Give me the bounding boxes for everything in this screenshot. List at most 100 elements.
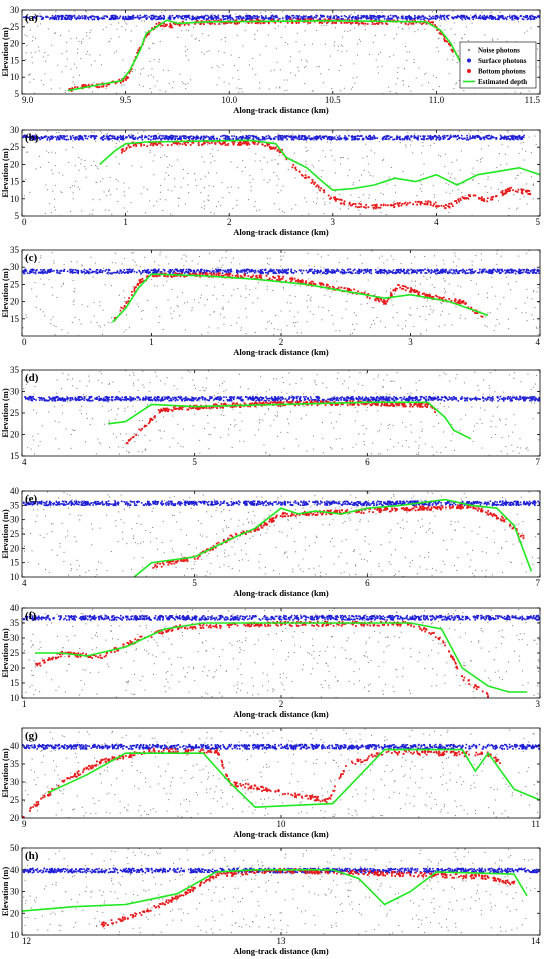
noise-photon (439, 155, 441, 157)
noise-photon (451, 324, 453, 326)
bottom-photon (422, 22, 425, 24)
surface-photon (362, 16, 365, 19)
bottom-photon (125, 148, 128, 151)
surface-photon (338, 16, 340, 19)
noise-photon (286, 302, 288, 304)
bottom-photon (135, 145, 138, 147)
bottom-photon (231, 141, 234, 143)
surface-photon (529, 270, 532, 272)
bottom-photon (296, 18, 299, 21)
bottom-photon (384, 204, 387, 207)
surface-photon (503, 135, 506, 138)
bottom-photon (165, 24, 167, 27)
bottom-photon (423, 20, 426, 22)
legend-swatch-noise (467, 48, 471, 52)
surface-photon (460, 269, 462, 272)
noise-photon (532, 318, 534, 320)
surface-photon (493, 17, 495, 20)
surface-photon (70, 136, 72, 138)
noise-photon (364, 29, 366, 31)
noise-photon (274, 136, 276, 138)
surface-photon (159, 134, 161, 137)
bottom-photon (385, 22, 387, 25)
surface-photon (440, 16, 443, 18)
surface-photon (462, 270, 465, 273)
noise-photon (443, 288, 445, 290)
surface-photon (329, 17, 331, 19)
noise-photon (106, 84, 108, 86)
surface-photon (109, 134, 111, 137)
noise-photon (163, 154, 165, 156)
noise-photon (321, 25, 323, 27)
noise-photon (55, 11, 57, 13)
surface-photon (382, 137, 384, 140)
noise-photon (520, 188, 522, 190)
surface-photon (516, 136, 519, 139)
bottom-photon (279, 21, 282, 24)
noise-photon (141, 310, 143, 312)
noise-photon (45, 60, 47, 62)
noise-photon (230, 54, 232, 56)
noise-photon (282, 11, 284, 13)
surface-photon (374, 18, 376, 20)
surface-photon (103, 15, 106, 17)
noise-photon (203, 161, 205, 163)
noise-photon (209, 314, 211, 316)
surface-photon (243, 17, 245, 19)
noise-photon (54, 32, 56, 34)
noise-photon (352, 77, 354, 79)
bottom-photon (335, 22, 337, 24)
noise-photon (361, 262, 363, 264)
noise-photon (317, 253, 319, 255)
surface-photon (170, 137, 172, 140)
surface-photon (528, 271, 530, 274)
noise-photon (154, 285, 156, 287)
noise-photon (225, 257, 227, 259)
bottom-photon (517, 188, 520, 191)
surface-photon (313, 272, 315, 275)
noise-photon (116, 92, 118, 94)
noise-photon (444, 324, 446, 326)
surface-photon (211, 137, 214, 139)
noise-photon (236, 87, 238, 89)
bottom-photon (174, 142, 176, 145)
surface-photon (447, 134, 449, 137)
noise-photon (395, 83, 397, 85)
noise-photon (44, 73, 46, 75)
bottom-photon (122, 148, 124, 150)
noise-photon (430, 308, 432, 310)
noise-photon (421, 190, 423, 192)
surface-photon (335, 14, 337, 17)
noise-photon (453, 42, 455, 44)
noise-photon (153, 205, 155, 207)
bottom-photon (426, 201, 429, 204)
surface-photon (96, 15, 99, 18)
surface-photon (251, 15, 253, 18)
noise-photon (177, 306, 179, 308)
surface-photon (268, 137, 270, 139)
noise-photon (222, 264, 224, 266)
noise-photon (322, 150, 324, 152)
noise-photon (322, 82, 324, 84)
noise-photon (467, 40, 469, 42)
surface-photon (470, 271, 473, 273)
noise-photon (138, 306, 140, 308)
surface-photon (100, 136, 103, 139)
surface-photon (49, 138, 51, 140)
noise-photon (273, 203, 275, 205)
bottom-photon (443, 36, 446, 38)
noise-photon (221, 182, 223, 184)
surface-photon (397, 16, 400, 19)
surface-photon (513, 135, 516, 137)
bottom-photon (147, 32, 150, 35)
surface-photon (262, 17, 264, 20)
noise-photon (164, 178, 166, 180)
bottom-photon (427, 200, 430, 203)
bottom-photon (481, 196, 483, 199)
noise-photon (390, 287, 392, 289)
bottom-photon (451, 205, 454, 207)
noise-photon (277, 329, 279, 331)
surface-photon (460, 14, 463, 17)
noise-photon (429, 145, 431, 147)
noise-photon (181, 30, 183, 32)
